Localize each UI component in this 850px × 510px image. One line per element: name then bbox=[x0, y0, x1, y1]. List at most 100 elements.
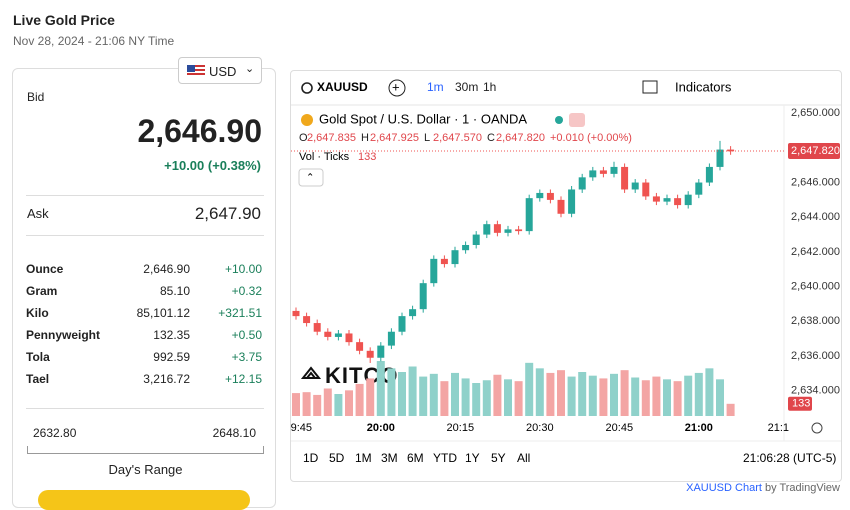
ohlc-key: C bbox=[487, 132, 495, 144]
symbol[interactable]: XAUUSD bbox=[317, 80, 368, 94]
candle-body bbox=[727, 149, 735, 152]
ohlc-key: L bbox=[424, 132, 430, 144]
candle-body bbox=[440, 258, 448, 265]
volume-bar bbox=[652, 376, 661, 416]
interval-button[interactable]: 30m bbox=[455, 80, 478, 94]
volume-bar bbox=[673, 381, 682, 416]
volume-bar bbox=[567, 376, 576, 416]
candle-body bbox=[631, 182, 639, 190]
volume-bar bbox=[631, 377, 640, 416]
plus: + bbox=[392, 79, 400, 94]
timestamp: Nov 28, 2024 - 21:06 NY Time bbox=[13, 34, 175, 48]
divider bbox=[26, 408, 264, 409]
candle-body bbox=[409, 309, 417, 317]
volume-bar bbox=[345, 390, 353, 416]
collapse-button[interactable] bbox=[298, 168, 324, 187]
chart-card: XAUUSD + Indicators Gold Spot / U.S. Dol… bbox=[290, 70, 842, 482]
volume-bar bbox=[292, 393, 300, 416]
volume-bar bbox=[493, 374, 502, 416]
clock: 21:06:28 (UTC-5) bbox=[743, 451, 836, 465]
unit-price: 132.35 bbox=[153, 328, 190, 342]
volume-bar bbox=[355, 383, 364, 416]
ask-label: Ask bbox=[27, 206, 49, 221]
volume-bar bbox=[419, 376, 428, 416]
bid-label: Bid bbox=[27, 90, 45, 104]
volume-bar bbox=[610, 373, 618, 416]
range-button[interactable]: 5D bbox=[329, 451, 345, 465]
divider bbox=[26, 235, 264, 236]
volume-bar bbox=[323, 388, 332, 416]
unit-price: 992.59 bbox=[153, 350, 190, 364]
candle-body bbox=[472, 234, 480, 245]
x-tick-label: 20:00 bbox=[367, 422, 395, 434]
volume-bar bbox=[313, 394, 322, 416]
interval-button[interactable]: 1m bbox=[427, 80, 444, 94]
flag bbox=[187, 65, 205, 77]
volume-bar bbox=[514, 381, 523, 416]
unit-change: +0.50 bbox=[231, 328, 262, 342]
chart: XAUUSD + Indicators Gold Spot / U.S. Dol… bbox=[291, 79, 841, 465]
add-symbol[interactable] bbox=[388, 79, 406, 97]
range-button[interactable]: 1M bbox=[355, 451, 372, 465]
range-button[interactable]: 6M bbox=[407, 451, 424, 465]
candle-body bbox=[462, 244, 470, 251]
x-tick-label: 20:15 bbox=[447, 422, 475, 434]
candle-body bbox=[334, 333, 342, 337]
y-tick-label: 2,644.000 bbox=[791, 211, 840, 223]
settings-icon[interactable] bbox=[811, 422, 823, 434]
status-dot bbox=[555, 116, 563, 124]
candle-body bbox=[525, 198, 533, 232]
unit-price: 85.10 bbox=[159, 284, 190, 298]
candle-body bbox=[716, 149, 724, 167]
volume-bar bbox=[334, 394, 343, 416]
unit-change: +12.15 bbox=[224, 372, 262, 386]
candle-body bbox=[303, 316, 311, 324]
volume-bar bbox=[620, 370, 629, 416]
candle-body bbox=[536, 192, 544, 199]
volume-bar bbox=[546, 372, 555, 416]
attribution-by: by TradingView bbox=[764, 482, 840, 494]
watermark-logo bbox=[300, 366, 322, 379]
attribution-link[interactable]: XAUUSD Chart bbox=[686, 482, 762, 494]
range-button[interactable]: 3M bbox=[381, 451, 398, 465]
last-price-label: 2,647.820 bbox=[791, 145, 840, 157]
candle-body bbox=[589, 170, 597, 178]
volume-bar bbox=[451, 372, 459, 416]
volume-bar bbox=[482, 380, 491, 416]
range-button[interactable]: 1Y bbox=[465, 451, 480, 465]
candle-body bbox=[684, 194, 692, 206]
candle-body bbox=[568, 189, 576, 214]
currency-select[interactable]: USD ⌄ bbox=[178, 57, 262, 84]
candle-body bbox=[356, 342, 364, 351]
volume-bar bbox=[461, 378, 470, 416]
unit-name: Ounce bbox=[26, 262, 64, 276]
unit-name: Kilo bbox=[26, 306, 49, 320]
volume-bar bbox=[599, 378, 608, 416]
candle-body bbox=[621, 166, 629, 190]
x-tick-label: 9:45 bbox=[291, 422, 312, 434]
volume-bar bbox=[641, 380, 650, 416]
interval-button[interactable]: 1h bbox=[483, 80, 496, 94]
bid-change: +10.00 (+0.38%) bbox=[164, 158, 261, 173]
unit-name: Gram bbox=[26, 284, 58, 298]
volume-bar bbox=[376, 361, 385, 416]
range-button[interactable]: 1D bbox=[303, 451, 319, 465]
candle-body bbox=[419, 283, 427, 310]
y-tick-label: 2,650.000 bbox=[791, 107, 840, 119]
volume-bar bbox=[302, 392, 311, 416]
volume-bar bbox=[705, 368, 714, 416]
action-button[interactable] bbox=[38, 490, 250, 510]
volume-bar bbox=[408, 366, 417, 416]
unit-name: Pennyweight bbox=[26, 328, 101, 342]
range-button[interactable]: YTD bbox=[433, 451, 457, 465]
indicators-button[interactable]: Indicators bbox=[675, 79, 732, 94]
ohlc-value: 2,647.925 bbox=[370, 132, 419, 144]
range-button[interactable]: All bbox=[517, 451, 530, 465]
range-button[interactable]: 5Y bbox=[491, 451, 506, 465]
ohlc-value: 2,647.835 bbox=[307, 132, 356, 144]
unit-name: Tael bbox=[26, 372, 50, 386]
chart-title: Gold Spot / U.S. Dollar · 1 · OANDA bbox=[319, 111, 527, 126]
volume-bar bbox=[525, 362, 534, 416]
volume-bar bbox=[557, 370, 565, 416]
attribution: XAUUSD Chart by TradingView bbox=[686, 482, 840, 494]
